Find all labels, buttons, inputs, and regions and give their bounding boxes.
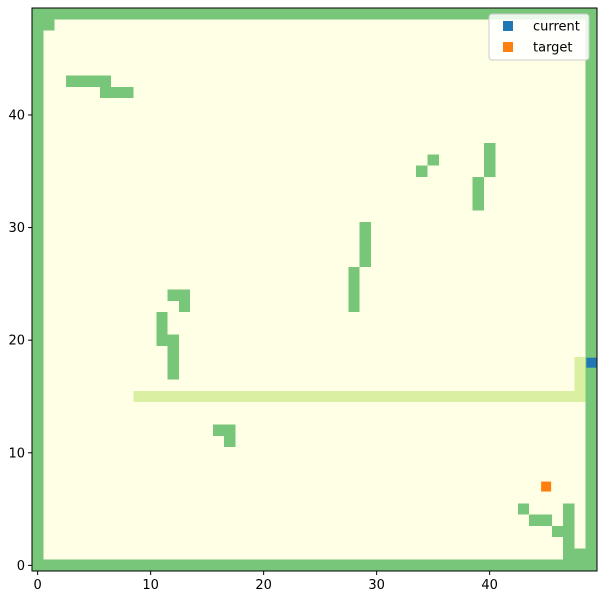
obstacle-cell bbox=[65, 75, 112, 87]
legend-label-current: current bbox=[533, 20, 580, 35]
obstacle-cell bbox=[416, 165, 428, 177]
y-tick-label: 20 bbox=[8, 334, 25, 349]
grid-background bbox=[32, 8, 597, 571]
y-tick-label: 40 bbox=[8, 108, 25, 123]
y-tick-label: 10 bbox=[8, 446, 25, 461]
x-tick-label: 0 bbox=[34, 578, 42, 593]
x-tick-label: 20 bbox=[255, 578, 272, 593]
legend-swatch-target bbox=[503, 42, 513, 52]
path-cell bbox=[574, 357, 586, 391]
legend-swatch-current bbox=[503, 21, 513, 31]
legend-box bbox=[488, 13, 590, 61]
obstacle-cell bbox=[585, 19, 597, 560]
obstacle-cell bbox=[427, 154, 439, 166]
obstacle-cell bbox=[574, 548, 586, 560]
obstacle-cell bbox=[563, 503, 575, 560]
obstacle-cell bbox=[99, 86, 134, 99]
y-axis-ticks: 0 10 20 30 40 bbox=[8, 108, 32, 574]
y-tick-label: 0 bbox=[17, 559, 25, 574]
obstacle-cell bbox=[529, 514, 552, 526]
x-tick-label: 40 bbox=[481, 578, 498, 593]
obstacle-cell bbox=[167, 334, 179, 380]
obstacle-cell bbox=[43, 19, 55, 31]
obstacle-cell bbox=[472, 176, 484, 211]
legend: current target bbox=[488, 13, 590, 61]
obstacle-cell bbox=[32, 8, 597, 20]
obstacle-cell bbox=[212, 424, 236, 436]
y-tick-label: 30 bbox=[8, 221, 25, 236]
x-tick-label: 10 bbox=[142, 578, 159, 593]
path-cell bbox=[133, 390, 586, 403]
obstacle-cell bbox=[224, 435, 236, 448]
target-marker bbox=[541, 481, 552, 492]
obstacle-cell bbox=[517, 503, 530, 515]
obstacle-cell bbox=[167, 289, 191, 301]
x-axis-ticks: 0 10 20 30 40 bbox=[34, 571, 498, 593]
obstacle-cell bbox=[359, 221, 371, 267]
grid-cells bbox=[32, 8, 597, 571]
plot-frame bbox=[31, 7, 598, 572]
markers bbox=[541, 357, 597, 492]
obstacle-cell bbox=[178, 300, 191, 313]
obstacle-cell bbox=[32, 559, 597, 571]
obstacle-cell bbox=[156, 312, 168, 346]
obstacle-cell bbox=[484, 143, 496, 177]
legend-label-target: target bbox=[533, 41, 573, 56]
current-marker bbox=[586, 357, 597, 368]
obstacle-cell bbox=[348, 266, 360, 313]
obstacle-cell bbox=[551, 525, 564, 538]
obstacle-cell bbox=[32, 19, 44, 560]
x-tick-label: 30 bbox=[368, 578, 385, 593]
